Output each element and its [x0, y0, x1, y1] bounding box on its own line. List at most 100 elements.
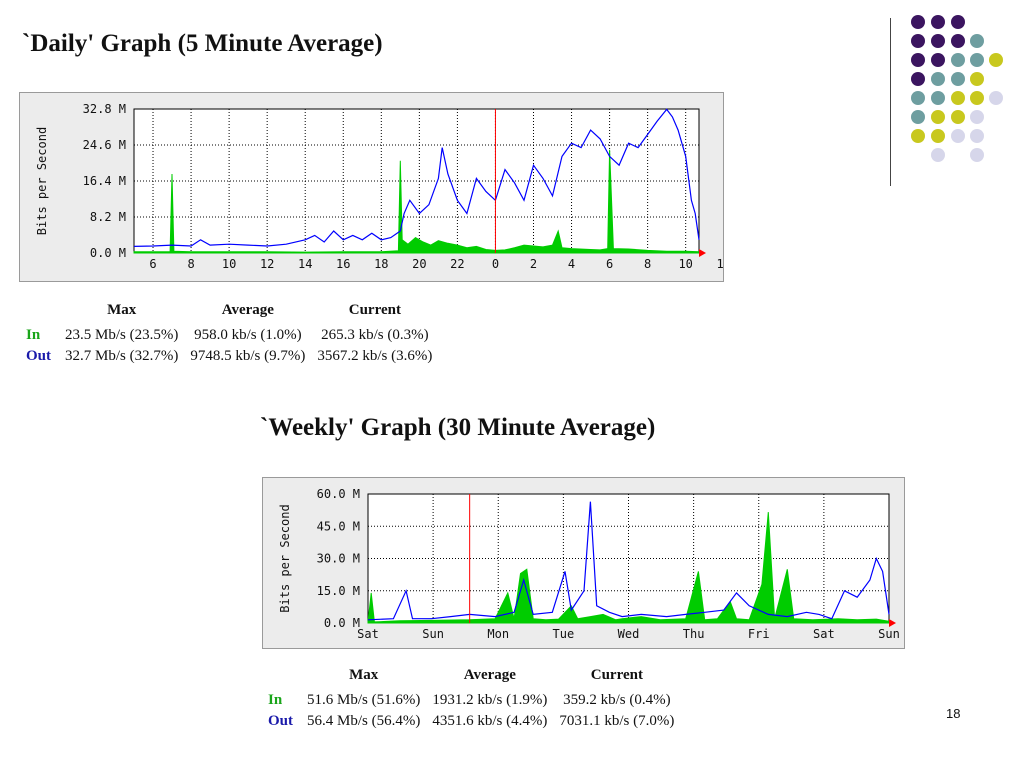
weekly-out-max: 56.4 Mb/s (56.4%) — [307, 713, 421, 729]
weekly-ytick-label: 30.0 M — [317, 552, 360, 566]
daily-axis-arrow — [699, 249, 706, 257]
weekly-header-average: Average — [463, 667, 516, 683]
weekly-out-average: 4351.6 kb/s (4.4%) — [432, 713, 548, 729]
daily-ytick-label: 8.2 M — [90, 210, 126, 224]
weekly-in-label: In — [268, 692, 283, 708]
decorative-dot — [951, 53, 965, 67]
daily-xtick-label: 2 — [530, 257, 537, 271]
decorative-dot — [970, 148, 984, 162]
daily-xtick-label: 10 — [222, 257, 236, 271]
weekly-xtick-label: Sun — [422, 627, 444, 641]
daily-xtick-label: 10 — [678, 257, 692, 271]
daily-chart-svg: 0.0 M 8.2 M 16.4 M 24.6 M 32.8 M 6 8 10 12 14 16 18… — [35, 102, 723, 271]
weekly-in-max: 51.6 Mb/s (51.6%) — [307, 692, 421, 708]
daily-graph-title: `Daily' Graph (5 Minute Average) — [22, 30, 383, 57]
daily-xtick-label: 14 — [298, 257, 312, 271]
daily-ytick-label: 24.6 M — [83, 138, 126, 152]
decorative-dot — [911, 129, 925, 143]
decorative-dot — [951, 34, 965, 48]
daily-xtick-label: 12 — [717, 257, 723, 271]
weekly-ytick-label: 45.0 M — [317, 519, 360, 533]
weekly-series-in — [367, 512, 890, 624]
daily-out-average: 9748.5 kb/s (9.7%) — [190, 348, 306, 364]
weekly-out-label: Out — [268, 713, 294, 729]
daily-xtick-label: 8 — [644, 257, 651, 271]
daily-in-label: In — [26, 327, 41, 343]
weekly-ytick-label: 15.0 M — [317, 584, 360, 598]
daily-in-max: 23.5 Mb/s (23.5%) — [65, 327, 179, 343]
decorative-dot — [970, 129, 984, 143]
decorative-dot — [911, 72, 925, 86]
weekly-ytick-label: 0.0 M — [324, 616, 360, 630]
daily-xtick-label: 12 — [260, 257, 274, 271]
weekly-stats-row-out: Out 56.4 Mb/s (56.4%) 4351.6 kb/s (4.4%)… — [262, 711, 680, 732]
daily-xtick-label: 22 — [450, 257, 464, 271]
decorative-dot — [970, 72, 984, 86]
daily-stats-row-in: In 23.5 Mb/s (23.5%) 958.0 kb/s (1.0%) 2… — [20, 325, 438, 346]
daily-header-average: Average — [221, 302, 274, 318]
decorative-dot — [970, 110, 984, 124]
daily-series-in — [133, 149, 700, 254]
weekly-ytick-label: 60.0 M — [317, 487, 360, 501]
weekly-ylabel: Bits per Second — [278, 504, 292, 612]
decorative-dot — [931, 148, 945, 162]
weekly-xtick-label: Thu — [683, 627, 705, 641]
decorative-dot — [989, 53, 1003, 67]
daily-xtick-label: 8 — [187, 257, 194, 271]
decorative-dot — [970, 91, 984, 105]
daily-out-label: Out — [26, 348, 52, 364]
daily-xtick-label: 20 — [412, 257, 426, 271]
daily-stats-row-out: Out 32.7 Mb/s (32.7%) 9748.5 kb/s (9.7%)… — [20, 346, 438, 367]
weekly-out-current: 7031.1 kb/s (7.0%) — [559, 713, 675, 729]
weekly-header-current: Current — [590, 667, 643, 683]
daily-xtick-label: 18 — [374, 257, 388, 271]
daily-ylabel: Bits per Second — [35, 127, 49, 235]
decorative-dot — [951, 110, 965, 124]
weekly-xtick-label: Sun — [878, 627, 900, 641]
daily-xtick-label: 6 — [606, 257, 613, 271]
decorative-dot — [931, 15, 945, 29]
daily-stats-table: Max Average Current In 23.5 Mb/s (23.5%)… — [20, 302, 438, 367]
decorative-dot — [989, 91, 1003, 105]
decorative-dot — [951, 129, 965, 143]
slide-number: 18 — [946, 706, 961, 721]
decorative-dot — [970, 34, 984, 48]
decorative-dot — [911, 91, 925, 105]
daily-out-current: 3567.2 kb/s (3.6%) — [317, 348, 433, 364]
decorative-dot — [931, 91, 945, 105]
weekly-header-max: Max — [349, 667, 379, 683]
decorative-dot-grid — [911, 15, 1003, 162]
weekly-xtick-label: Tue — [553, 627, 575, 641]
daily-in-current: 265.3 kb/s (0.3%) — [321, 327, 429, 343]
decorative-dot — [970, 53, 984, 67]
daily-out-max: 32.7 Mb/s (32.7%) — [65, 348, 179, 364]
decorative-dot — [951, 72, 965, 86]
daily-series-out — [133, 108, 700, 247]
daily-xtick-label: 16 — [336, 257, 350, 271]
weekly-graph: 0.0 M 15.0 M 30.0 M 45.0 M 60.0 M Sat Sun Mon Tu… — [262, 477, 905, 649]
daily-header-max: Max — [107, 302, 137, 318]
decorative-dot — [931, 129, 945, 143]
weekly-xtick-label: Mon — [487, 627, 509, 641]
weekly-graph-title: `Weekly' Graph (30 Minute Average) — [260, 414, 656, 441]
weekly-xtick-label: Fri — [748, 627, 770, 641]
weekly-in-current: 359.2 kb/s (0.4%) — [563, 692, 671, 708]
weekly-stats-row-in: In 51.6 Mb/s (51.6%) 1931.2 kb/s (1.9%) … — [262, 690, 680, 711]
decorative-dot — [911, 34, 925, 48]
daily-in-average: 958.0 kb/s (1.0%) — [194, 327, 302, 343]
weekly-xtick-label: Sat — [357, 627, 379, 641]
daily-xtick-label: 0 — [492, 257, 499, 271]
daily-graph: 0.0 M 8.2 M 16.4 M 24.6 M 32.8 M 6 8 10 12 14 16 18… — [19, 92, 724, 282]
daily-ytick-label: 16.4 M — [83, 174, 126, 188]
divider-line — [890, 18, 891, 186]
decorative-dot — [931, 110, 945, 124]
weekly-xtick-label: Wed — [618, 627, 640, 641]
decorative-dot — [931, 34, 945, 48]
daily-ytick-label: 0.0 M — [90, 246, 126, 260]
weekly-chart-svg: 0.0 M 15.0 M 30.0 M 45.0 M 60.0 M Sat Sun Mon Tu… — [278, 487, 900, 641]
daily-ytick-label: 32.8 M — [83, 102, 126, 116]
decorative-dot — [951, 15, 965, 29]
decorative-dot — [911, 15, 925, 29]
daily-xtick-label: 4 — [568, 257, 575, 271]
decorative-dot — [931, 53, 945, 67]
